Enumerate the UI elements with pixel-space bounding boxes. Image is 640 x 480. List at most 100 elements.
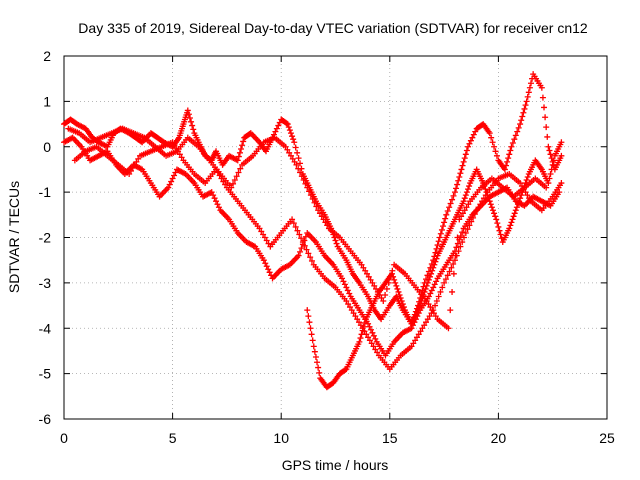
data-point bbox=[126, 170, 133, 177]
data-point bbox=[234, 157, 241, 164]
data-point-interp bbox=[376, 291, 383, 298]
data-point-interp bbox=[430, 284, 437, 291]
data-point-interp bbox=[397, 295, 404, 301]
data-point-interp bbox=[306, 319, 313, 326]
data-point-interp bbox=[333, 240, 340, 247]
data-point-interp bbox=[475, 204, 482, 211]
data-point-interp bbox=[311, 348, 318, 355]
data-point-interp bbox=[289, 133, 296, 140]
data-point-interp bbox=[266, 269, 273, 276]
data-point-interp bbox=[308, 257, 315, 264]
data-point-interp bbox=[511, 210, 518, 217]
data-point-interp bbox=[362, 267, 369, 274]
data-point-interp bbox=[461, 195, 468, 202]
data-point-interp bbox=[505, 155, 512, 162]
data-point-interp bbox=[507, 222, 514, 229]
data-point-interp bbox=[309, 195, 316, 202]
data-point-interp bbox=[391, 276, 398, 283]
data-point-interp bbox=[214, 201, 221, 208]
data-point bbox=[441, 279, 448, 286]
data-point-interp bbox=[453, 244, 460, 251]
data-point-interp bbox=[491, 210, 498, 217]
data-point bbox=[369, 279, 376, 286]
data-point-interp bbox=[394, 285, 401, 292]
data-point-interp bbox=[466, 183, 473, 190]
data-point-interp bbox=[547, 151, 554, 158]
data-point-interp bbox=[235, 153, 242, 160]
data-point-interp bbox=[423, 282, 430, 289]
data-point-interp bbox=[357, 335, 364, 342]
data-point-interp bbox=[454, 181, 461, 188]
data-point-interp bbox=[399, 301, 406, 308]
data-point-interp bbox=[427, 290, 434, 297]
data-point-interp bbox=[300, 177, 307, 184]
data-point-interp bbox=[469, 134, 476, 141]
data-point-interp bbox=[314, 359, 321, 366]
data-point-interp bbox=[550, 157, 557, 164]
data-point-interp bbox=[412, 337, 419, 344]
data-point-interp bbox=[265, 266, 272, 273]
data-point bbox=[291, 139, 298, 146]
data-point-interp bbox=[437, 288, 444, 295]
data-point-interp bbox=[527, 80, 534, 87]
data-point-interp bbox=[549, 161, 556, 168]
y-tick-label: 2 bbox=[43, 48, 51, 64]
data-point-interp bbox=[342, 366, 349, 373]
data-point-interp bbox=[211, 195, 218, 202]
data-point-interp bbox=[426, 273, 433, 280]
data-point-interp bbox=[483, 189, 490, 196]
data-point-interp bbox=[189, 122, 196, 129]
data-point-interp bbox=[236, 149, 243, 156]
data-point-interp bbox=[359, 327, 366, 334]
data-point-interp bbox=[510, 213, 517, 220]
data-point-interp bbox=[514, 201, 521, 208]
data-point-interp bbox=[542, 114, 549, 121]
data-point-interp bbox=[454, 240, 461, 247]
data-point-interp bbox=[508, 219, 515, 226]
data-point bbox=[169, 139, 176, 146]
data-point-interp bbox=[454, 234, 461, 241]
data-point-interp bbox=[307, 192, 314, 199]
data-point-interp bbox=[430, 264, 437, 271]
data-point-interp bbox=[509, 216, 516, 223]
data-point-interp bbox=[322, 219, 329, 226]
data-point-interp bbox=[287, 152, 294, 159]
data-point-interp bbox=[350, 310, 357, 317]
data-point-interp bbox=[438, 226, 445, 233]
x-tick-label: 15 bbox=[382, 430, 398, 446]
data-point-interp bbox=[348, 307, 355, 314]
data-point-interp bbox=[307, 254, 314, 261]
data-point-interp bbox=[465, 201, 472, 208]
data-point-interp bbox=[507, 147, 514, 154]
data-point-interp bbox=[477, 201, 484, 208]
data-point-interp bbox=[309, 337, 316, 344]
data-point-interp bbox=[301, 242, 308, 249]
data-series bbox=[304, 139, 565, 391]
data-point bbox=[256, 225, 263, 232]
x-tick-label: 20 bbox=[491, 430, 507, 446]
data-point-interp bbox=[169, 175, 176, 182]
data-point-interp bbox=[367, 276, 374, 283]
data-point bbox=[523, 98, 530, 105]
data-point bbox=[343, 298, 350, 305]
data-point-interp bbox=[457, 232, 464, 239]
data-point-interp bbox=[543, 124, 550, 131]
data-point-interp bbox=[514, 128, 521, 135]
data-point bbox=[228, 184, 235, 191]
data-point-interp bbox=[520, 109, 527, 116]
data-point-interp bbox=[305, 313, 312, 320]
data-point bbox=[380, 298, 387, 305]
data-point bbox=[545, 180, 552, 187]
data-point-interp bbox=[496, 227, 503, 234]
data-point-interp bbox=[298, 245, 305, 252]
data-point-interp bbox=[307, 325, 314, 332]
data-point-interp bbox=[178, 154, 185, 161]
data-point-interp bbox=[308, 331, 315, 338]
data-point-interp bbox=[273, 125, 280, 132]
data-point-interp bbox=[127, 167, 134, 174]
data-point bbox=[421, 288, 428, 295]
data-point bbox=[451, 257, 458, 264]
data-points bbox=[61, 71, 565, 391]
data-point-interp bbox=[298, 173, 305, 180]
data-point-interp bbox=[459, 210, 466, 217]
